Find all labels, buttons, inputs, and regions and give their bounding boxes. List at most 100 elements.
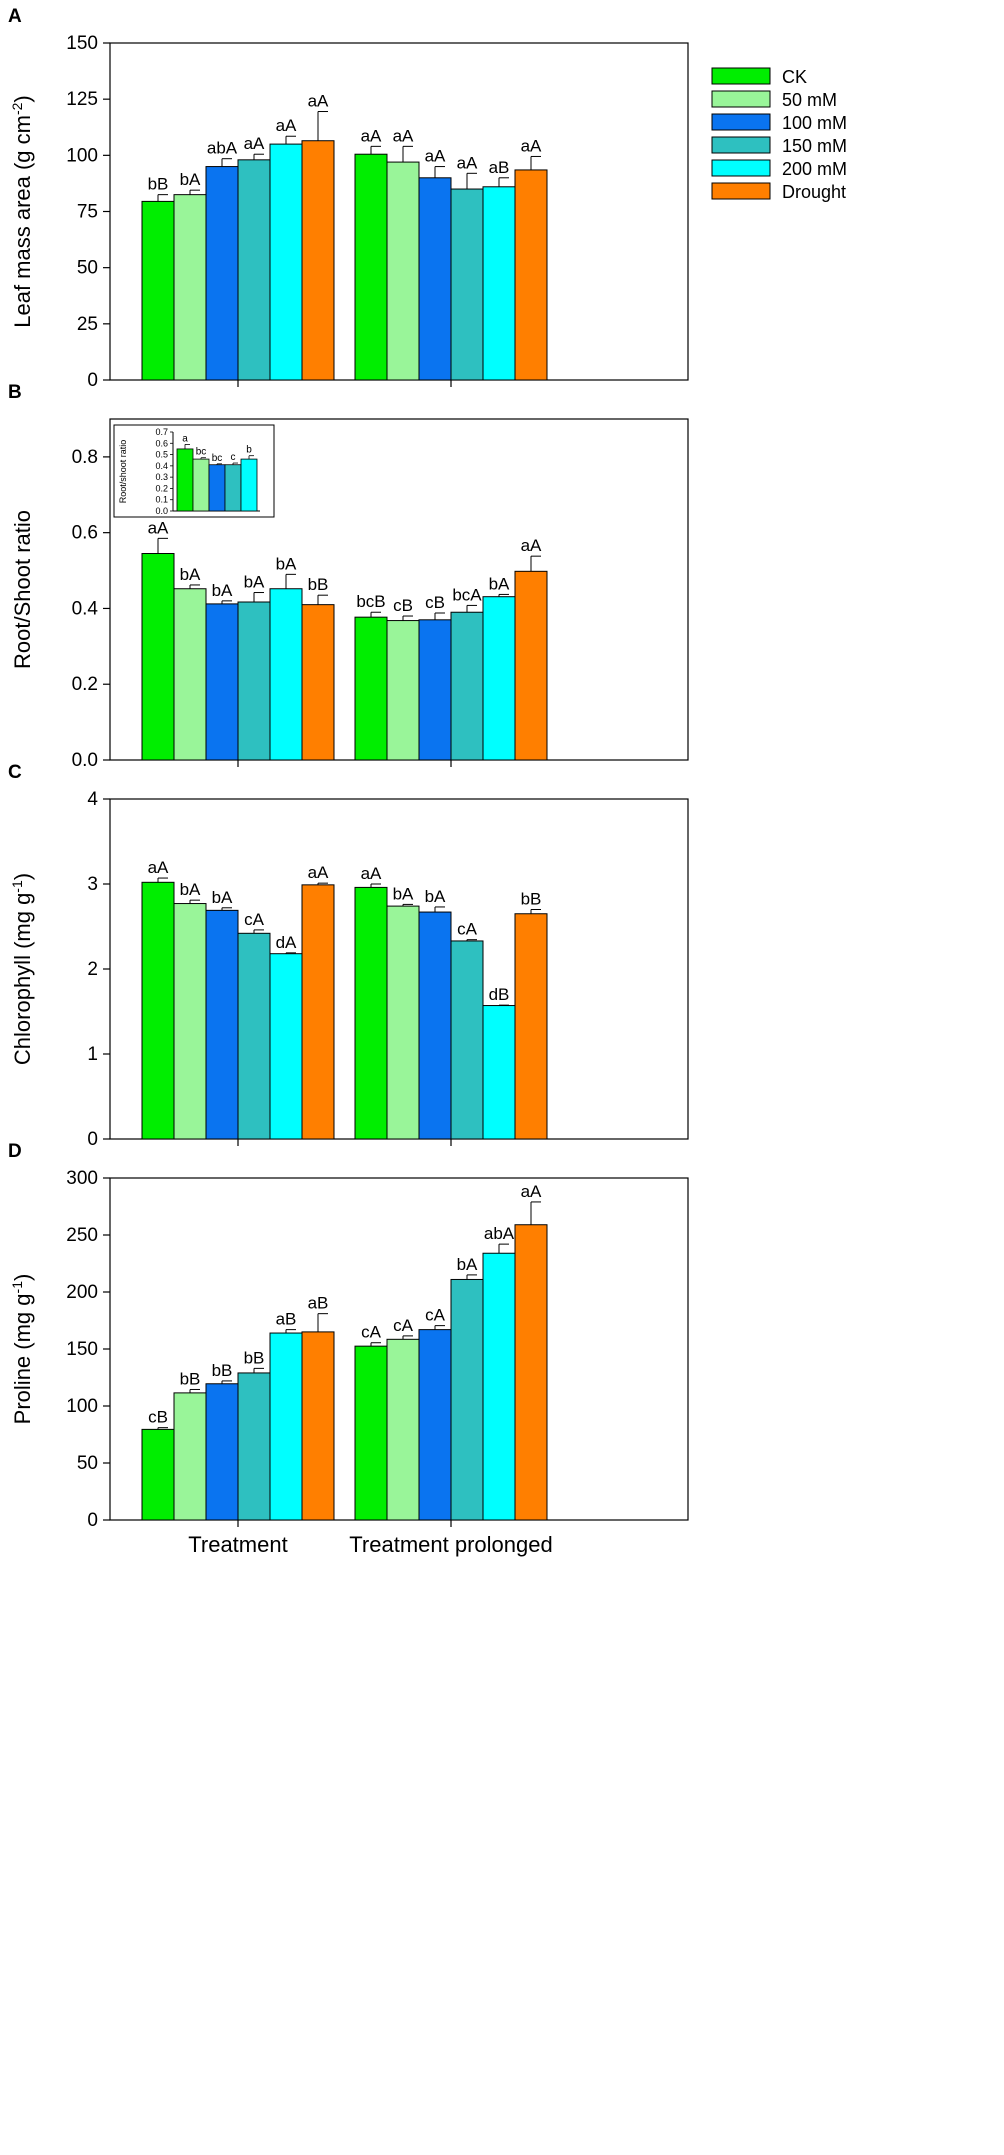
significance-letter: aA xyxy=(361,126,382,145)
y-tick-label: 50 xyxy=(77,258,98,279)
bar-150-mm xyxy=(450,188,484,381)
bar-50-mm xyxy=(173,194,207,381)
significance-letter: aA xyxy=(308,92,329,111)
bar-drought xyxy=(514,913,548,1140)
significance-letter: bB xyxy=(212,1361,233,1380)
significance-letter: cB xyxy=(425,593,445,612)
y-tick-label: 1 xyxy=(87,1044,98,1065)
significance-letter: cA xyxy=(457,920,478,939)
y-tick-label: 4 xyxy=(87,789,98,810)
significance-letter: aB xyxy=(308,1294,329,1313)
panel-letter-d: D xyxy=(8,1141,22,1162)
significance-letter: bA xyxy=(180,880,201,899)
significance-letter: bB xyxy=(521,890,542,909)
inset-significance-letter: bc xyxy=(212,453,223,464)
legend-label: 150 mM xyxy=(782,136,847,156)
bar-100-mm xyxy=(205,603,239,761)
significance-letter: aA xyxy=(361,864,382,883)
bar-100-mm xyxy=(205,166,239,381)
inset-y-tick-label: 0.1 xyxy=(155,495,168,505)
bar-ck xyxy=(141,200,175,381)
significance-letter: bA xyxy=(180,565,201,584)
bar-200-mm xyxy=(482,1252,516,1521)
bar-100-mm xyxy=(418,911,452,1140)
inset-significance-letter: a xyxy=(182,433,188,444)
bar-drought xyxy=(514,169,548,381)
bar-50-mm xyxy=(173,903,207,1140)
significance-letter: bcA xyxy=(452,585,482,604)
significance-letter: aA xyxy=(276,116,297,135)
bar-100-mm xyxy=(418,1329,452,1521)
y-tick-label: 0 xyxy=(87,1129,98,1150)
significance-letter: aB xyxy=(276,1310,297,1329)
bar-150-mm xyxy=(450,940,484,1140)
significance-letter: aA xyxy=(308,863,329,882)
bar-150-mm xyxy=(450,1278,484,1521)
y-tick-label: 150 xyxy=(66,1339,98,1360)
y-tick-label: 100 xyxy=(66,145,98,166)
y-axis-label: Proline (mg g-1) xyxy=(9,1274,35,1425)
x-group-label: Treatment xyxy=(188,1532,287,1557)
significance-letter: aA xyxy=(148,518,169,537)
bar-drought xyxy=(301,1331,335,1521)
bar-50-mm xyxy=(173,1392,207,1521)
bar-150-mm xyxy=(237,1372,271,1521)
legend-swatch xyxy=(711,90,771,108)
significance-letter: bA xyxy=(212,888,233,907)
y-tick-label: 200 xyxy=(66,1282,98,1303)
significance-letter: bA xyxy=(180,170,201,189)
x-group-label: Treatment prolonged xyxy=(349,1532,552,1557)
significance-letter: cA xyxy=(393,1316,414,1335)
significance-letter: bA xyxy=(276,554,297,573)
significance-letter: cA xyxy=(425,1306,446,1325)
significance-letter: cB xyxy=(148,1408,168,1427)
significance-letter: dB xyxy=(489,985,510,1004)
inset-y-axis-label: Root/shoot ratio xyxy=(118,440,128,504)
significance-letter: aB xyxy=(489,158,510,177)
significance-letter: cA xyxy=(244,910,265,929)
significance-letter: bB xyxy=(148,175,169,194)
bar-drought xyxy=(301,884,335,1140)
significance-letter: aA xyxy=(457,153,478,172)
bar-150-mm xyxy=(237,159,271,381)
bar-drought xyxy=(301,140,335,381)
y-tick-label: 0.8 xyxy=(72,447,98,468)
significance-letter: bA xyxy=(393,884,414,903)
panel-letter-c: C xyxy=(8,762,22,783)
y-tick-label: 75 xyxy=(77,202,98,223)
inset-bar xyxy=(224,464,242,512)
significance-letter: aA xyxy=(393,126,414,145)
bar-200-mm xyxy=(482,1005,516,1140)
inset-bar xyxy=(208,464,226,512)
y-tick-label: 150 xyxy=(66,33,98,54)
panel-d: D 0 50 100 150 200 250 300 Proline (mg g-1) cB cA b… xyxy=(8,1141,689,1531)
bar-50-mm xyxy=(173,588,207,761)
legend-swatch xyxy=(711,136,771,154)
bar-ck xyxy=(354,886,388,1140)
inset-bar xyxy=(192,458,210,512)
significance-letter: bA xyxy=(212,581,233,600)
legend-label: 100 mM xyxy=(782,113,847,133)
inset-y-tick-label: 0.6 xyxy=(155,438,168,448)
panel-a: A 0 25 50 75 100 125 150 Leaf mass area (g cm-2)… xyxy=(8,6,689,391)
y-tick-label: 0.0 xyxy=(72,750,98,771)
significance-letter: cA xyxy=(361,1323,382,1342)
y-tick-label: 25 xyxy=(77,314,98,335)
bar-200-mm xyxy=(482,186,516,381)
bar-drought xyxy=(301,604,335,761)
y-axis-label: Root/Shoot ratio xyxy=(10,510,35,669)
y-tick-label: 50 xyxy=(77,1453,98,1474)
bar-50-mm xyxy=(386,905,420,1140)
inset-significance-letter: bc xyxy=(196,447,207,458)
y-tick-label: 0.2 xyxy=(72,674,98,695)
inset-bar xyxy=(240,458,258,512)
inset-y-tick-label: 0.2 xyxy=(155,483,168,493)
bar-100-mm xyxy=(418,177,452,381)
inset-significance-letter: b xyxy=(246,445,252,456)
panel-c: C 0 1 2 3 4 Chlorophyll (mg g-1) aA aA bA bA bA bA cA… xyxy=(8,762,689,1150)
significance-letter: aA xyxy=(521,536,542,555)
legend: CK 50 mM 100 mM 150 mM 200 mM Drought xyxy=(711,67,847,202)
bar-ck xyxy=(354,1345,388,1521)
